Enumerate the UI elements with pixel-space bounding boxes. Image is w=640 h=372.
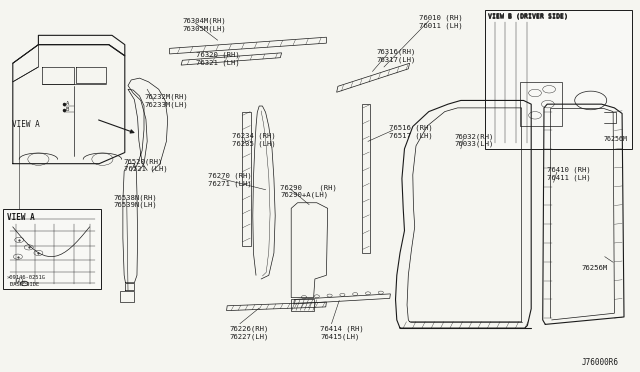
Text: 76010 (RH)
76011 (LH): 76010 (RH) 76011 (LH) (419, 15, 463, 29)
Text: 76290    (RH)
76290+A(LH): 76290 (RH) 76290+A(LH) (280, 184, 337, 198)
Text: 76232M(RH)
76233M(LH): 76232M(RH) 76233M(LH) (144, 94, 188, 108)
Text: VIEW B (DRIVER SIDE): VIEW B (DRIVER SIDE) (488, 14, 568, 20)
Text: R: R (23, 282, 26, 285)
Text: »09146-0251G: »09146-0251G (6, 275, 45, 280)
Text: 76538N(RH)
76539N(LH): 76538N(RH) 76539N(LH) (114, 194, 157, 208)
Text: 76520(RH)
76521 (LH): 76520(RH) 76521 (LH) (124, 158, 167, 172)
Text: 76516 (RH)
76517 (LH): 76516 (RH) 76517 (LH) (389, 125, 433, 139)
Text: 76234 (RH)
76235 (LH): 76234 (RH) 76235 (LH) (232, 132, 275, 147)
Text: VIEW A: VIEW A (7, 213, 35, 222)
Text: DASH SIDE: DASH SIDE (10, 282, 39, 287)
Text: 76226(RH)
76227(LH): 76226(RH) 76227(LH) (229, 326, 269, 340)
Text: J76000R6: J76000R6 (581, 358, 618, 367)
Bar (3, 209, 101, 289)
Bar (485, 10, 632, 149)
Text: 76410 (RH)
76411 (LH): 76410 (RH) 76411 (LH) (547, 167, 590, 181)
Text: 76414 (RH)
76415(LH): 76414 (RH) 76415(LH) (320, 326, 364, 340)
Text: VIEW A: VIEW A (12, 120, 39, 129)
Text: B: B (66, 107, 69, 112)
Text: VIEW B (DRIVER SIDE): VIEW B (DRIVER SIDE) (488, 13, 568, 19)
Text: 76256M: 76256M (604, 136, 627, 142)
Text: A: A (66, 101, 69, 106)
Text: 76320 (RH)
76321 (LH): 76320 (RH) 76321 (LH) (196, 51, 240, 65)
Text: 76256M: 76256M (582, 265, 608, 271)
Text: 76304M(RH)
76305M(LH): 76304M(RH) 76305M(LH) (182, 18, 226, 32)
Text: 76316(RH)
76317(LH): 76316(RH) 76317(LH) (376, 48, 416, 62)
Text: 76032(RH)
76033(LH): 76032(RH) 76033(LH) (454, 133, 494, 147)
Text: 76270 (RH)
76271 (LH): 76270 (RH) 76271 (LH) (208, 173, 252, 187)
Text: (2): (2) (15, 279, 24, 283)
